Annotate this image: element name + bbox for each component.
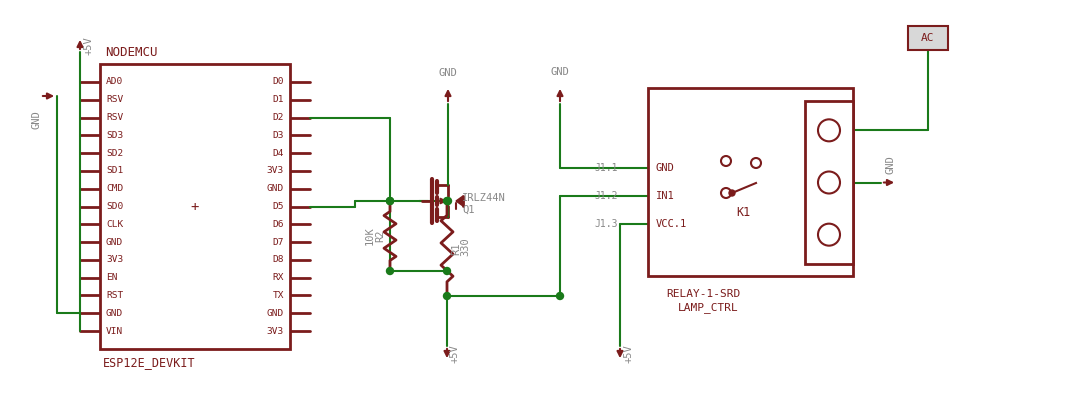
Text: CMD: CMD — [106, 184, 124, 193]
Text: D7: D7 — [273, 238, 284, 246]
Text: +: + — [191, 200, 199, 213]
Text: RST: RST — [106, 291, 124, 300]
Circle shape — [752, 158, 761, 168]
Circle shape — [443, 198, 451, 204]
Text: IN1: IN1 — [656, 191, 675, 201]
Text: +5V: +5V — [450, 345, 461, 363]
Circle shape — [721, 188, 731, 198]
Text: +5V: +5V — [84, 37, 94, 55]
Text: D5: D5 — [273, 202, 284, 211]
Circle shape — [387, 198, 393, 204]
Text: R1: R1 — [451, 242, 461, 255]
Text: 3V3: 3V3 — [266, 166, 284, 175]
Text: 3V3: 3V3 — [106, 255, 124, 264]
Circle shape — [443, 292, 451, 299]
Text: RELAY-1-SRD: RELAY-1-SRD — [666, 289, 740, 299]
Text: SD1: SD1 — [106, 166, 124, 175]
Text: GND: GND — [656, 163, 675, 173]
Text: CLK: CLK — [106, 220, 124, 229]
Text: +5V: +5V — [623, 345, 633, 363]
Text: GND: GND — [551, 67, 569, 77]
Text: GND: GND — [885, 155, 895, 173]
Text: D3: D3 — [273, 131, 284, 140]
Text: D1: D1 — [273, 95, 284, 104]
Text: AC: AC — [921, 33, 935, 43]
Text: GND: GND — [32, 110, 42, 129]
Text: D6: D6 — [273, 220, 284, 229]
Text: RX: RX — [273, 273, 284, 282]
Text: NODEMCU: NODEMCU — [104, 46, 158, 59]
Text: J1.3: J1.3 — [595, 219, 618, 229]
Circle shape — [556, 292, 564, 299]
Text: D4: D4 — [273, 149, 284, 158]
Circle shape — [818, 119, 840, 141]
Text: J1.2: J1.2 — [595, 191, 618, 201]
Text: IRLZ44N: IRLZ44N — [462, 193, 505, 203]
Text: GND: GND — [266, 309, 284, 318]
Bar — [805, 101, 853, 264]
Text: 10K: 10K — [365, 227, 375, 245]
Text: Q1: Q1 — [462, 205, 474, 215]
Text: VCC.1: VCC.1 — [656, 219, 688, 229]
Text: SD0: SD0 — [106, 202, 124, 211]
Text: SD3: SD3 — [106, 131, 124, 140]
Text: AD0: AD0 — [106, 78, 124, 86]
FancyBboxPatch shape — [908, 26, 948, 50]
Text: K1: K1 — [736, 206, 750, 219]
Circle shape — [818, 224, 840, 246]
Bar — [648, 88, 853, 276]
Circle shape — [445, 198, 452, 204]
Circle shape — [752, 158, 761, 168]
Text: EN: EN — [106, 273, 117, 282]
Circle shape — [729, 190, 734, 196]
Polygon shape — [456, 196, 463, 206]
Text: GND: GND — [438, 68, 457, 78]
Text: D2: D2 — [273, 113, 284, 122]
Text: D8: D8 — [273, 255, 284, 264]
Text: ESP12E_DEVKIT: ESP12E_DEVKIT — [103, 356, 196, 370]
Circle shape — [387, 198, 393, 204]
Text: 330: 330 — [461, 237, 470, 256]
Bar — [100, 64, 290, 349]
Text: TX: TX — [273, 291, 284, 300]
Circle shape — [721, 156, 731, 166]
Text: 3V3: 3V3 — [266, 326, 284, 335]
Text: GND: GND — [106, 238, 124, 246]
Text: VIN: VIN — [106, 326, 124, 335]
Text: RSV: RSV — [106, 113, 124, 122]
Text: LAMP_CTRL: LAMP_CTRL — [678, 303, 739, 314]
Text: SD2: SD2 — [106, 149, 124, 158]
Text: GND: GND — [106, 309, 124, 318]
Text: R2: R2 — [375, 230, 385, 242]
Text: RSV: RSV — [106, 95, 124, 104]
Text: GND: GND — [266, 184, 284, 193]
Text: D0: D0 — [273, 78, 284, 86]
Text: J1.1: J1.1 — [595, 163, 618, 173]
Circle shape — [443, 267, 451, 274]
Circle shape — [387, 267, 393, 274]
Circle shape — [818, 172, 840, 194]
